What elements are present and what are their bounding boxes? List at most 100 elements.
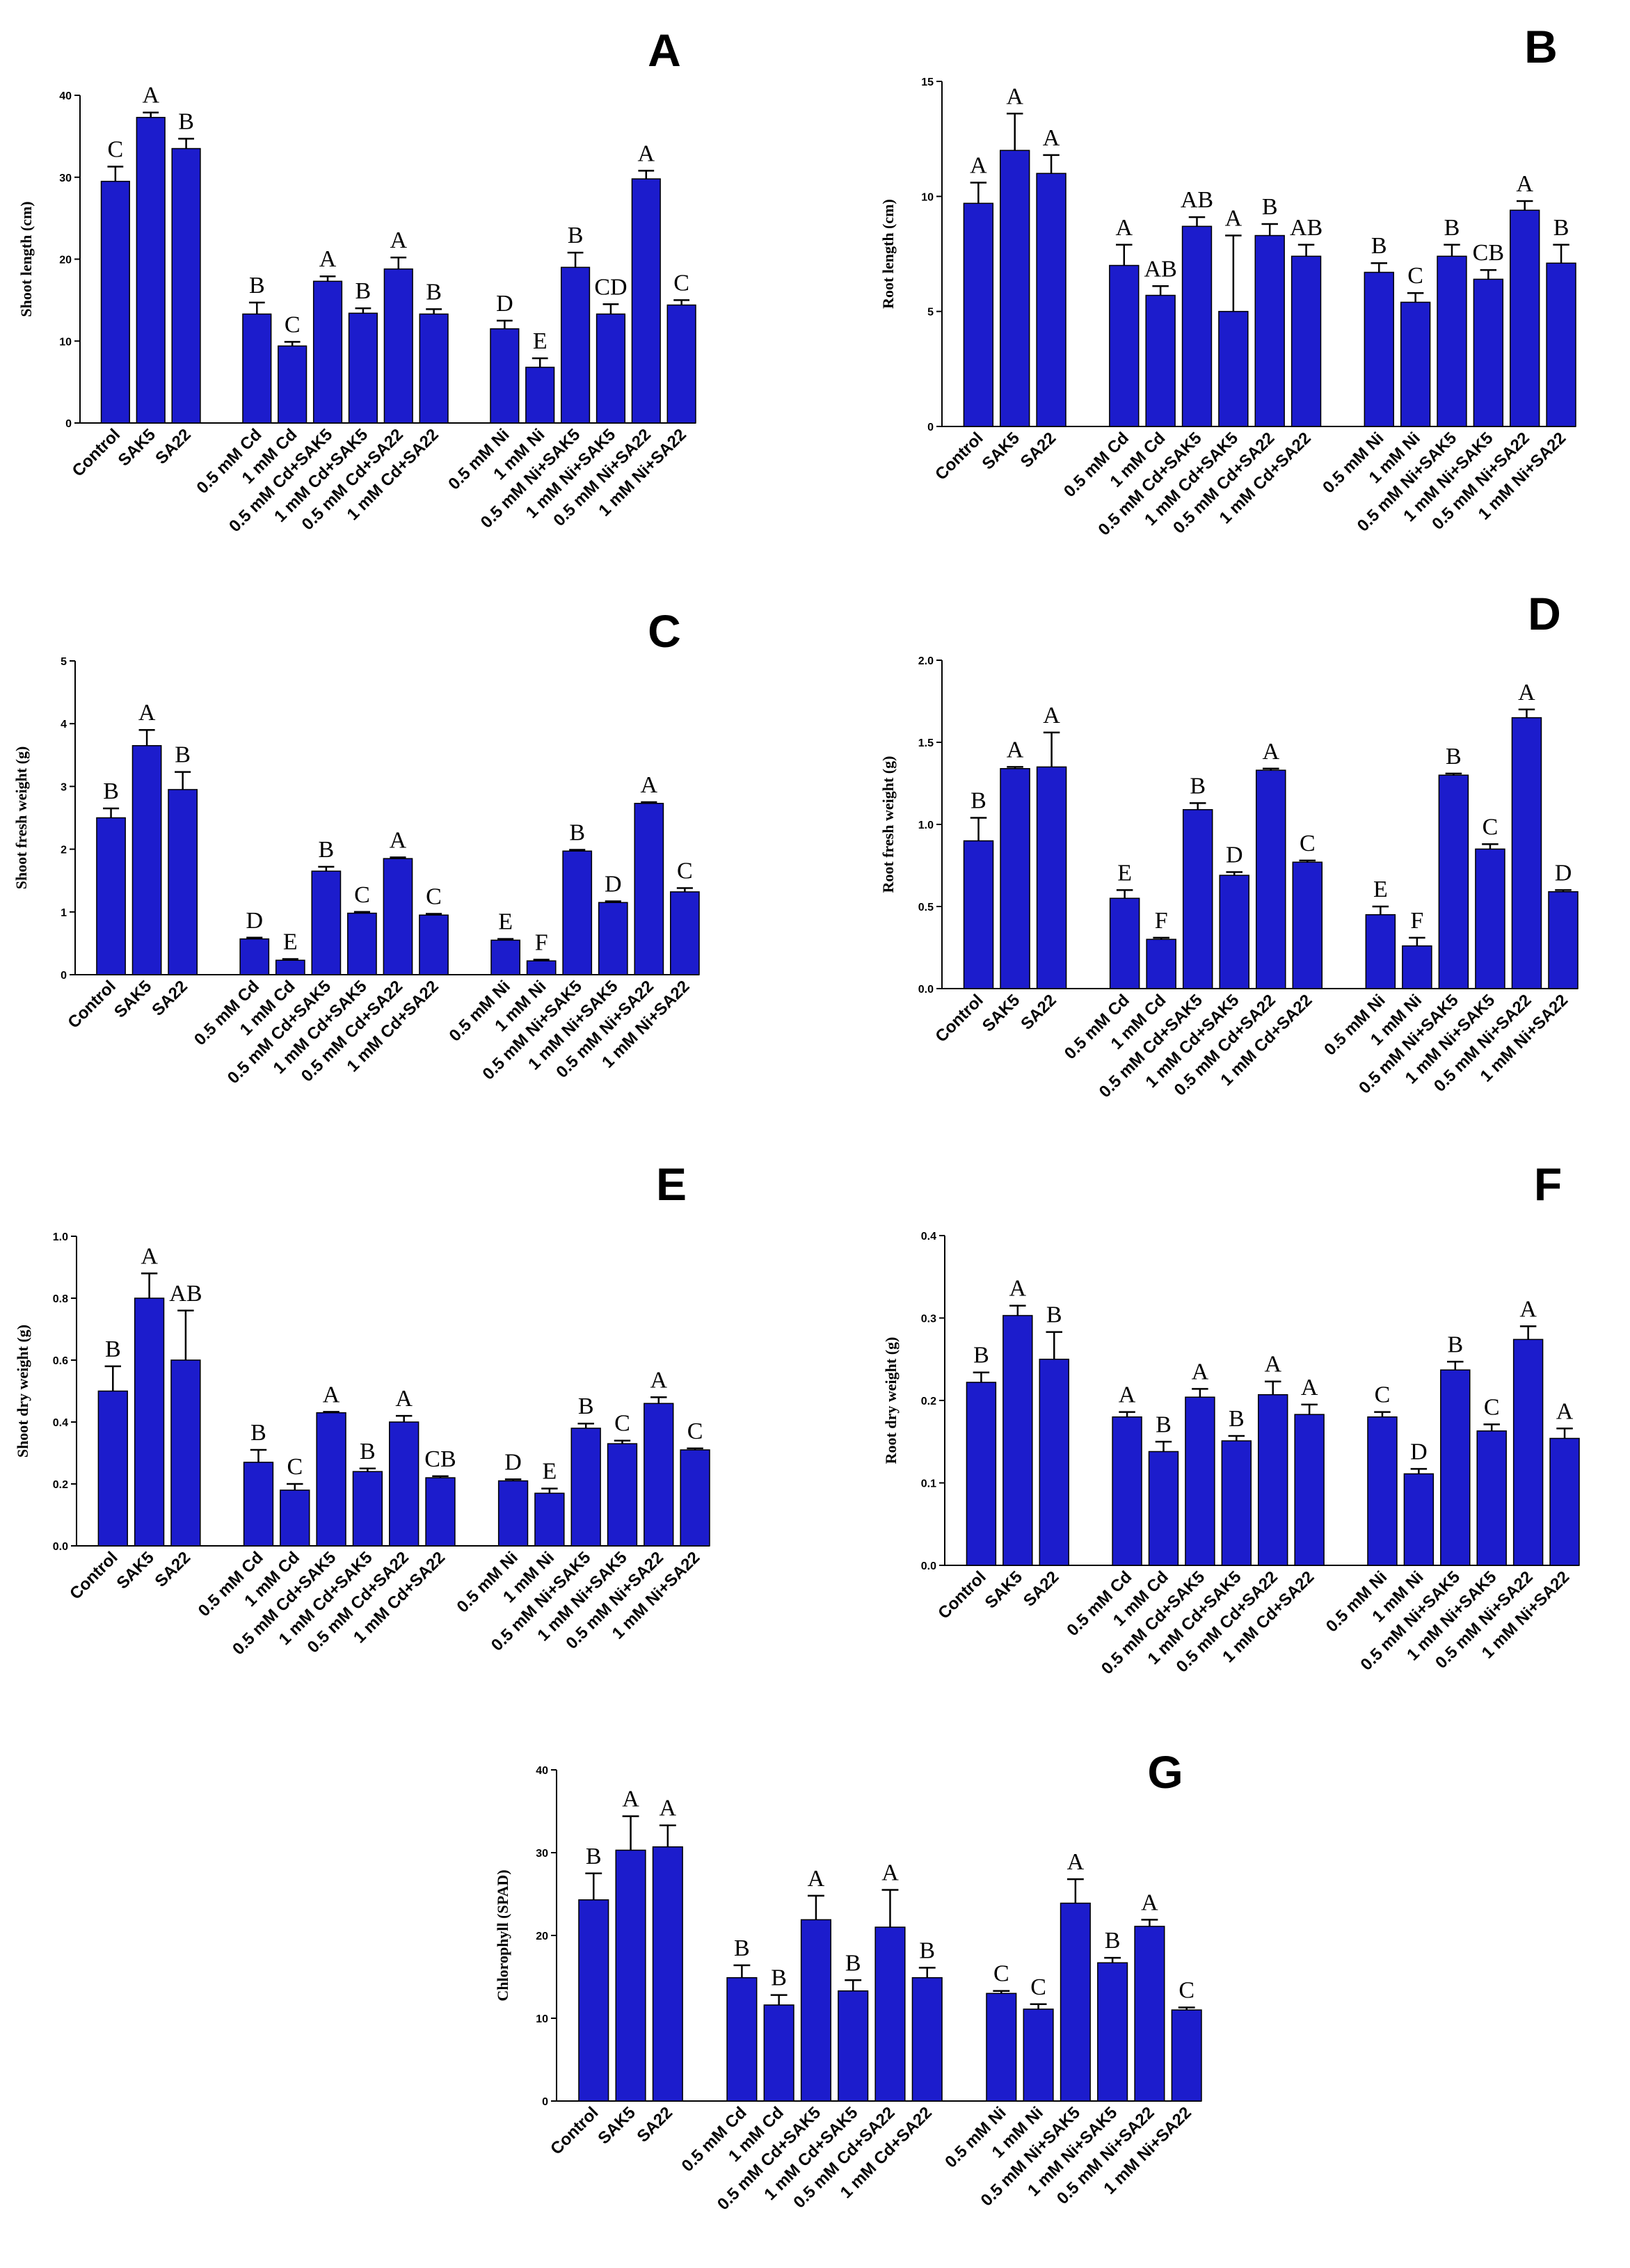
significance-letter: B [569,820,585,846]
significance-letter: A [395,1386,413,1412]
bar [911,1976,943,2102]
x-tick-label: SAK5 [982,1567,1026,1612]
significance-letter: A [622,1787,639,1812]
significance-letter: B [1447,1332,1463,1357]
significance-letter: B [1262,194,1278,220]
chart-panel-d: 0.0 0.5 1.0 1.5 2.0 Root fresh weight (g) D B Co… [879,588,1579,1101]
significance-letter: F [1155,908,1168,934]
bar [419,313,449,424]
significance-letter: C [1030,1974,1046,2000]
y-axis-title: Shoot length (cm) [17,201,35,317]
significance-letter: C [1375,1382,1391,1408]
bar [239,938,270,975]
y-tick-label: 0.4 [921,1231,936,1243]
bar [1549,1437,1580,1566]
bar [1002,1315,1033,1566]
significance-letter: B [1156,1412,1172,1437]
significance-letter: A [1006,83,1023,109]
x-tick-label: Control [69,425,124,480]
bar [419,914,449,975]
bar [1181,225,1213,427]
y-tick-label: 0 [65,418,72,430]
bar [1000,150,1030,427]
bar [1221,1440,1252,1566]
x-tick-label: Control [932,991,986,1046]
bar [1060,1902,1091,2102]
bar [1546,262,1576,427]
significance-letter: B [360,1439,376,1464]
bar [666,304,696,424]
significance-letter: E [1373,877,1388,902]
significance-letter: B [586,1844,602,1869]
bar [526,960,557,975]
x-tick-label: Control [64,977,119,1032]
significance-letter: D [605,871,622,897]
significance-letter: A [1116,215,1133,241]
y-tick-label: 1.0 [53,1231,68,1243]
panel-letter: B [1524,21,1558,72]
significance-letter: AB [169,1281,202,1307]
significance-letter: A [1262,739,1279,765]
chart-panel-e: 0.0 0.2 0.4 0.6 0.8 1.0 Shoot dry weight (g) E B… [14,1158,710,1659]
panel-letter: F [1534,1158,1562,1210]
bar [97,1390,128,1547]
bar [170,1359,201,1547]
bar [1112,1416,1142,1566]
bar [670,891,700,975]
x-tick-label: SAK5 [594,2103,639,2148]
significance-letter: A [142,83,159,109]
y-tick-label: 10 [536,2013,548,2025]
significance-letter: D [1226,842,1243,868]
bar [634,803,664,975]
panel-letter: C [648,605,681,657]
bar [389,1421,420,1547]
y-tick-label: 0.5 [918,902,934,913]
significance-letter: A [323,1382,340,1407]
significance-letter: A [1009,1276,1027,1302]
x-tick-label: SAK5 [113,1548,157,1592]
significance-letter: D [1555,860,1572,886]
significance-letter: CB [1473,240,1504,266]
x-tick-label: SA22 [1017,429,1060,472]
significance-letter: CD [594,274,627,300]
bar [1097,1962,1128,2102]
panel-letter: A [648,24,681,76]
bar [348,312,378,424]
y-tick-label: 0.3 [921,1313,936,1325]
bar [1473,278,1504,427]
x-tick-label: SA22 [152,1548,195,1591]
panel-letter: G [1147,1746,1183,1798]
bar [615,1849,646,2102]
bar [1548,891,1579,989]
bar [1254,234,1285,427]
significance-letter: B [250,1420,266,1446]
bar [1219,875,1249,989]
x-tick-label: SA22 [1020,1567,1063,1611]
bar [278,345,307,424]
y-tick-label: 20 [59,255,72,266]
bar [1258,1393,1288,1566]
significance-letter: D [504,1449,522,1475]
y-tick-label: 30 [59,173,72,184]
bar [1475,848,1505,989]
y-tick-label: 2 [61,845,67,856]
y-tick-label: 0.0 [918,984,934,996]
significance-letter: A [1518,680,1535,705]
y-axis-title: Root length (cm) [879,199,897,309]
bar [652,1846,683,2102]
y-axis-title: Root fresh weight (g) [879,756,897,893]
significance-letter: B [1371,233,1387,259]
significance-letter: CB [424,1446,456,1472]
significance-letter: B [970,788,986,814]
y-tick-label: 3 [61,781,67,793]
bar [680,1449,710,1547]
significance-letter: A [660,1796,677,1821]
x-tick-label: Control [547,2103,602,2158]
significance-letter: A [390,827,407,853]
bar [874,1926,906,2102]
bar [1145,294,1176,427]
significance-letter: A [1556,1398,1574,1424]
bar [1134,1926,1165,2102]
significance-letter: C [673,270,689,296]
